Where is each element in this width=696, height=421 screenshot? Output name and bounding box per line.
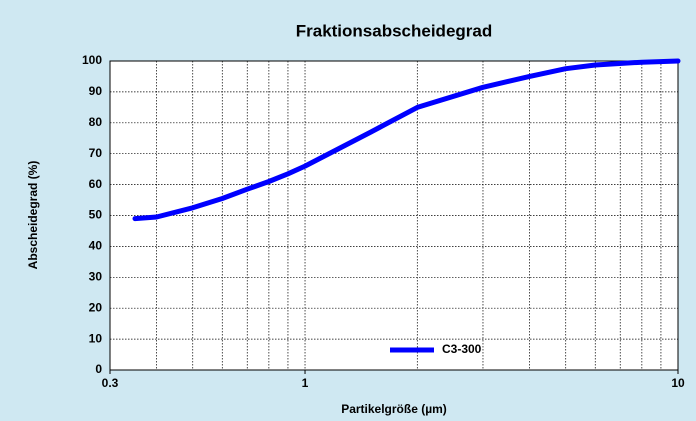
y-tick-label: 80	[89, 115, 103, 129]
y-tick-label: 90	[89, 84, 103, 98]
plot-border	[109, 60, 679, 371]
y-tick-label: 70	[89, 146, 103, 160]
x-tick-label: 0.3	[102, 376, 119, 390]
y-tick-label: 10	[89, 331, 103, 345]
y-tick-label: 60	[89, 177, 103, 191]
data-line	[132, 58, 681, 222]
x-tick-label: 1	[302, 376, 309, 390]
legend-label: C3-300	[442, 342, 482, 356]
y-axis-label: Abscheidegrad (%)	[26, 161, 40, 270]
x-axis-label: Partikelgröße (µm)	[341, 402, 447, 416]
y-tick-label: 0	[95, 362, 102, 376]
y-tick-label: 100	[82, 53, 102, 67]
y-tick-label: 20	[89, 300, 103, 314]
y-tick-label: 30	[89, 269, 103, 283]
y-tick-label: 50	[89, 208, 103, 222]
y-tick-label: 40	[89, 239, 103, 253]
chart-title: Fraktionsabscheidegrad	[296, 21, 493, 40]
plot-area	[110, 61, 678, 370]
x-tick-label: 10	[671, 376, 685, 390]
